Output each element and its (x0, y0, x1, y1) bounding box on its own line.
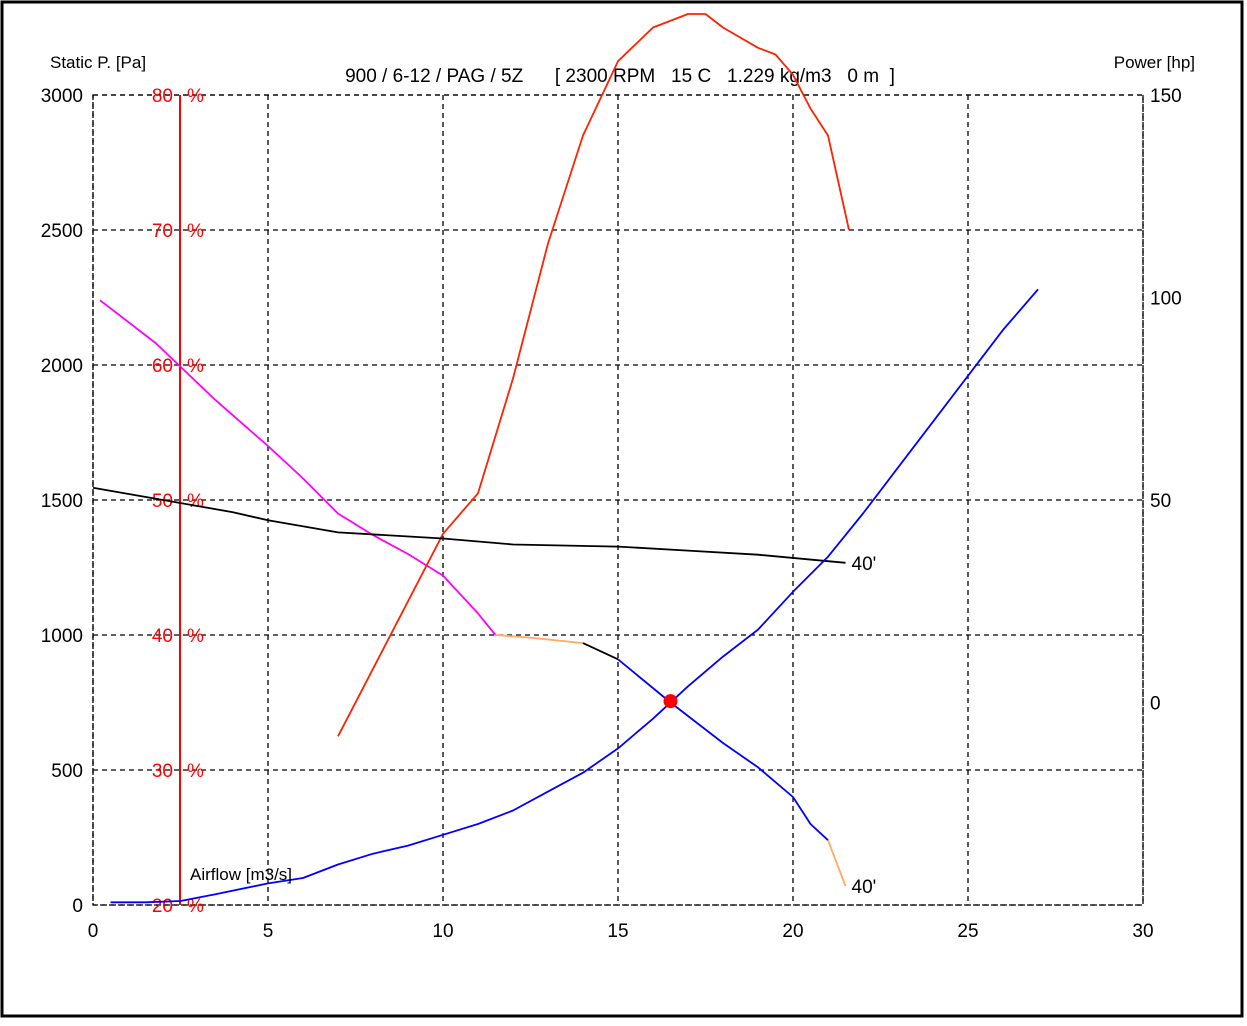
efficiency-unit-label: % (187, 761, 204, 782)
efficiency-series (337, 13, 850, 737)
efficiency-unit-label: % (187, 86, 204, 107)
efficiency-tick-label: 30 (152, 761, 173, 782)
system_curve-series (110, 288, 1039, 904)
efficiency-tick-label: 80 (152, 86, 173, 107)
system_curve-line (110, 288, 1039, 904)
grid (92, 94, 1144, 906)
efficiency-tick-label: 20 (152, 896, 173, 917)
x-tick-label: 10 (432, 921, 453, 942)
y2-tick-label: 50 (1150, 491, 1171, 512)
x-tick-label: 5 (263, 921, 274, 942)
series (92, 13, 1039, 904)
y-tick-label: 3000 (41, 86, 83, 107)
x-axis-label: Airflow [m3/s] (190, 865, 292, 884)
efficiency-unit-label: % (187, 491, 204, 512)
y-tick-label: 1500 (41, 491, 83, 512)
y-tick-label: 2000 (41, 356, 83, 377)
x-tick-label: 20 (782, 921, 803, 942)
y-tick-label: 500 (51, 761, 83, 782)
static_pressure-line (582, 642, 619, 661)
static_pressure-line (495, 634, 584, 644)
efficiency-tick-label: 50 (152, 491, 173, 512)
efficiency-line (337, 13, 850, 737)
x-tick-label: 30 (1132, 921, 1153, 942)
chart-title: 900 / 6-12 / PAG / 5Z [ 2300 RPM 15 C 1.… (345, 66, 895, 87)
efficiency-unit-label: % (187, 626, 204, 647)
y-tick-label: 2500 (41, 221, 83, 242)
efficiency-unit-label: % (187, 221, 204, 242)
y-tick-label: 0 (72, 896, 83, 917)
operating-point (663, 694, 678, 709)
static_pressure-line (99, 299, 497, 636)
efficiency-unit-label: % (187, 896, 204, 917)
power-line (92, 486, 846, 564)
static_pressure-end-label: 40' (852, 877, 877, 898)
power-end-label: 40' (852, 554, 877, 575)
x-tick-label: 15 (607, 921, 628, 942)
y-tick-label: 1000 (41, 626, 83, 647)
efficiency-tick-label: 70 (152, 221, 173, 242)
efficiency-tick-label: 60 (152, 356, 173, 377)
x-tick-label: 25 (957, 921, 978, 942)
y2-tick-label: 0 (1150, 694, 1161, 715)
y2-tick-label: 100 (1150, 289, 1182, 310)
efficiency-unit-label: % (187, 356, 204, 377)
axes: 0 5 10 15 20 25 30 0 500 1000 1500 2000 2500 3000 0 50 1… (41, 86, 1182, 942)
y-axis-label: Static P. [Pa] (50, 53, 146, 72)
x-tick-label: 0 (88, 921, 99, 942)
static_pressure-line (827, 839, 847, 887)
power-series (92, 486, 846, 564)
y2-axis-label: Power [hp] (1114, 53, 1195, 72)
y2-tick-label: 150 (1150, 86, 1182, 107)
efficiency-tick-label: 40 (152, 626, 173, 647)
labels: 40' 40' (852, 554, 877, 898)
plot-frame (92, 94, 1144, 906)
